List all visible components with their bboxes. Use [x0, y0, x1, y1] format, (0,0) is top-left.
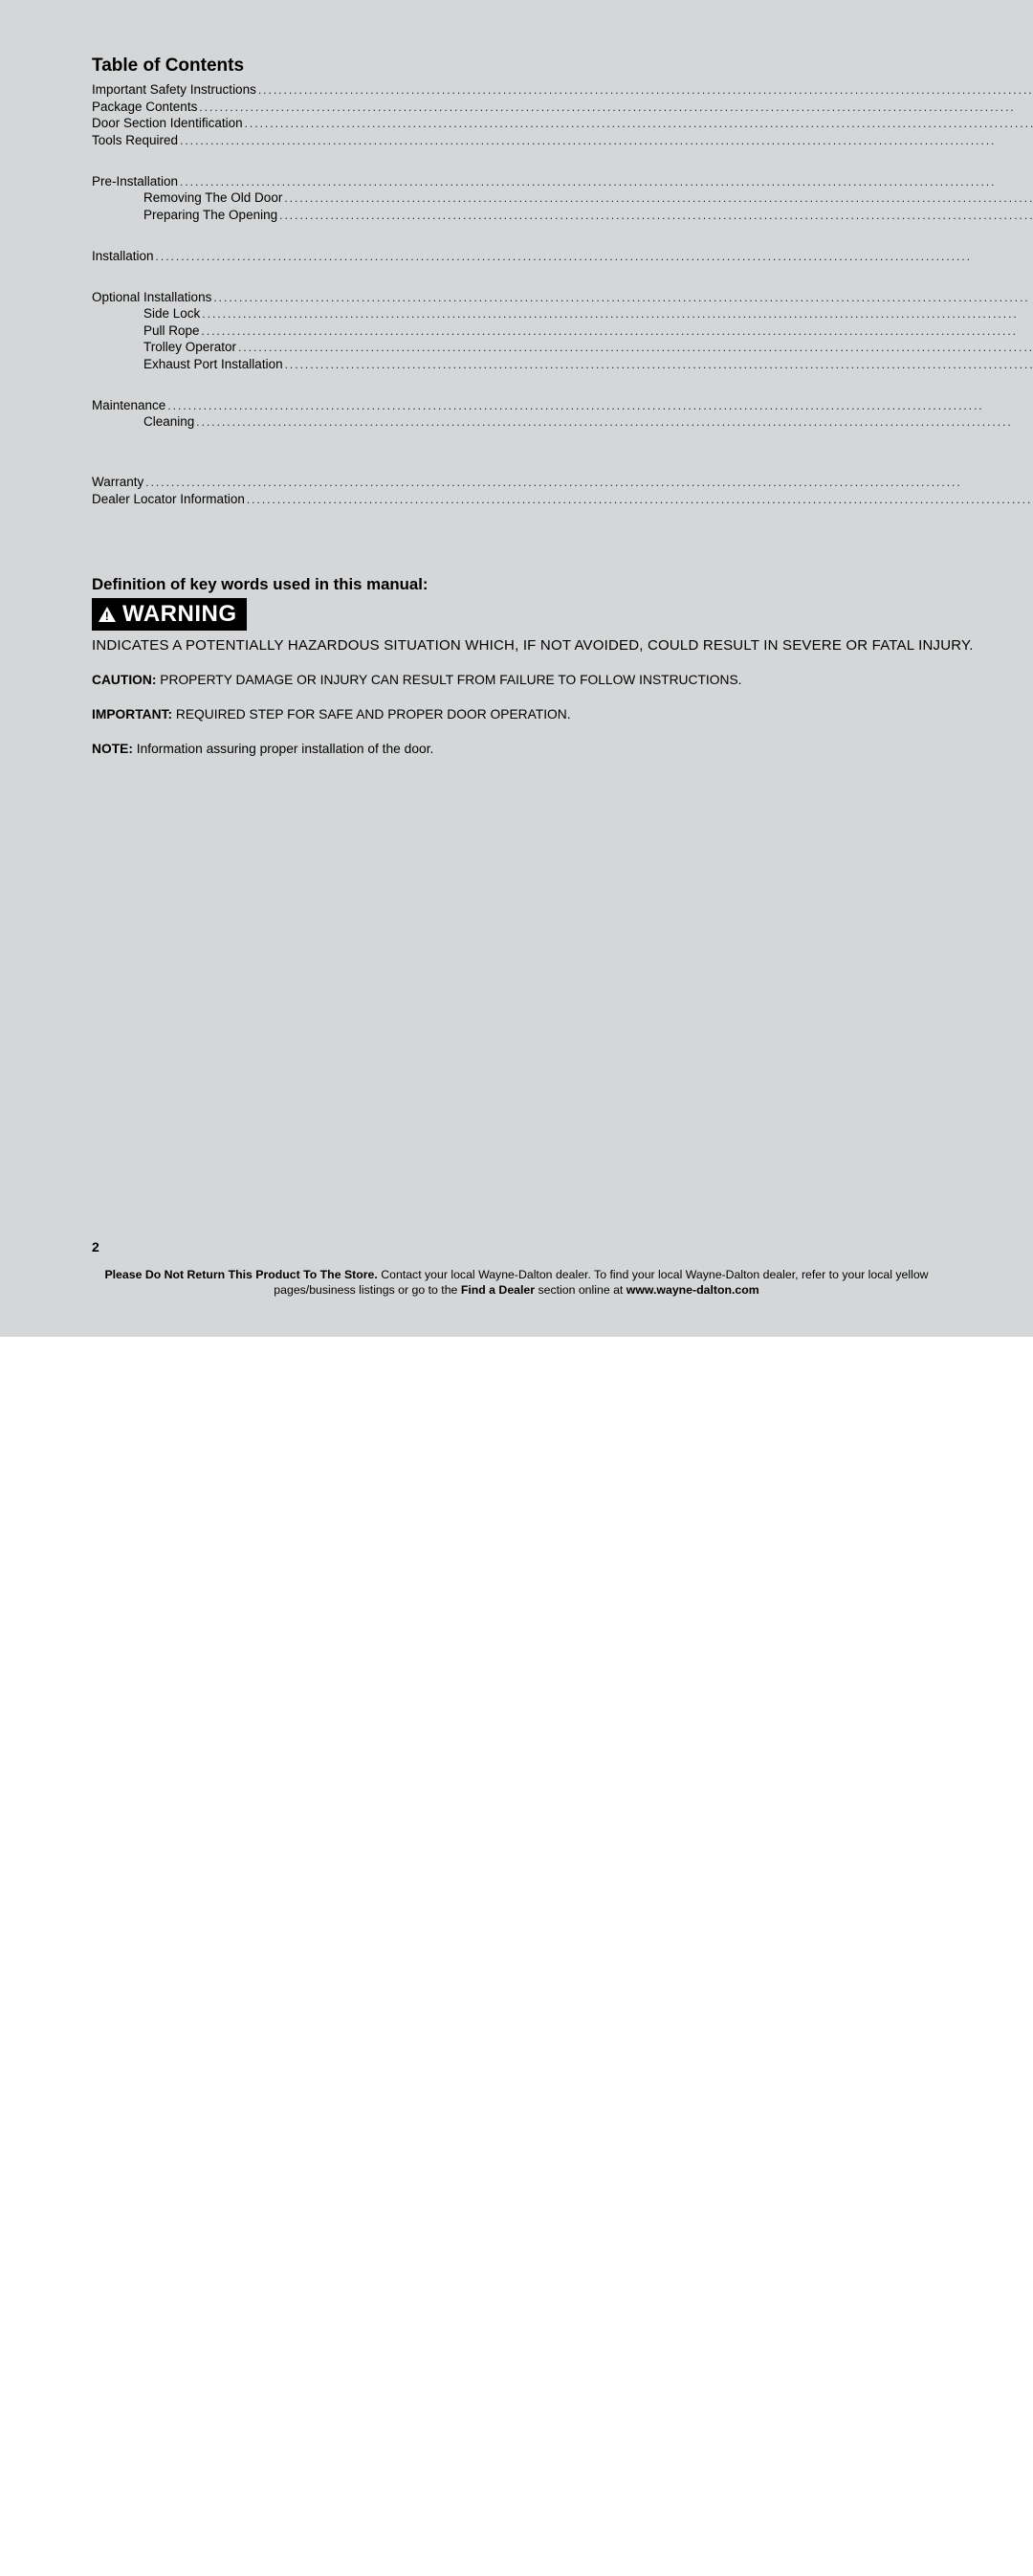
- toc-leader-dots: ........................................…: [243, 117, 1033, 130]
- toc-label: Preparing The Opening: [143, 208, 277, 222]
- toc-label: Dealer Locator Information: [92, 492, 245, 506]
- toc-label: Exhaust Port Installation: [143, 357, 283, 371]
- toc-entry: Preparing The Opening...................…: [92, 208, 1033, 222]
- toc-entry: Maintenance.............................…: [92, 398, 1033, 412]
- toc-leader-dots: ........................................…: [154, 250, 1033, 263]
- toc-entry: Cleaning................................…: [92, 414, 1033, 429]
- toc-leader-dots: ........................................…: [200, 307, 1033, 321]
- left-column: Table of Contents Important Safety Instr…: [92, 56, 1033, 2576]
- document-page: Table of Contents Important Safety Instr…: [0, 0, 1033, 1337]
- toc-leader-dots: ........................................…: [282, 191, 1033, 205]
- warning-badge-text: WARNING: [122, 601, 237, 628]
- two-column-layout: Table of Contents Important Safety Instr…: [92, 56, 958, 2576]
- toc-leader-dots: ........................................…: [194, 415, 1033, 429]
- toc-entry: Door Section Identification.............…: [92, 116, 1033, 130]
- note-definition: NOTE: Information assuring proper instal…: [92, 741, 1033, 758]
- toc-label: Removing The Old Door: [143, 190, 282, 205]
- toc-entry: Installation............................…: [92, 249, 1033, 263]
- toc-label: Tools Required: [92, 133, 178, 147]
- toc-leader-dots: ........................................…: [200, 324, 1033, 338]
- toc-entry: Removing The Old Door...................…: [92, 190, 1033, 205]
- table-of-contents: Important Safety Instructions...........…: [92, 82, 1033, 506]
- toc-label: Door Section Identification: [92, 116, 243, 130]
- important-definition: IMPORTANT: REQUIRED STEP FOR SAFE AND PR…: [92, 706, 1033, 723]
- toc-entry: Pull Rope...............................…: [92, 323, 1033, 338]
- toc-label: Maintenance: [92, 398, 165, 412]
- svg-text:!: !: [105, 610, 110, 623]
- toc-entry: Important Safety Instructions...........…: [92, 82, 1033, 97]
- warning-triangle-icon: !: [98, 606, 117, 623]
- toc-leader-dots: ........................................…: [178, 134, 1033, 147]
- toc-entry: Pre-Installation........................…: [92, 174, 1033, 189]
- toc-label: Optional Installations: [92, 290, 211, 304]
- toc-entry: Package Contents........................…: [92, 100, 1033, 114]
- warning-definition: INDICATES A POTENTIALLY HAZARDOUS SITUAT…: [92, 636, 1033, 655]
- toc-leader-dots: ........................................…: [277, 209, 1033, 222]
- caution-definition: CAUTION: PROPERTY DAMAGE OR INJURY CAN R…: [92, 672, 1033, 689]
- toc-label: Warranty: [92, 475, 143, 489]
- toc-leader-dots: ........................................…: [256, 83, 1033, 97]
- toc-label: Cleaning: [143, 414, 194, 429]
- toc-leader-dots: ........................................…: [283, 358, 1033, 371]
- toc-label: Important Safety Instructions: [92, 82, 256, 97]
- toc-entry: Optional Installations..................…: [92, 290, 1033, 304]
- toc-entry: Exhaust Port Installation...............…: [92, 357, 1033, 371]
- toc-label: Installation: [92, 249, 154, 263]
- toc-leader-dots: ........................................…: [165, 399, 1033, 412]
- warning-badge: ! WARNING: [92, 598, 247, 631]
- toc-label: Side Lock: [143, 306, 200, 321]
- toc-label: Pull Rope: [143, 323, 200, 338]
- toc-leader-dots: ........................................…: [211, 291, 1033, 304]
- toc-leader-dots: ........................................…: [197, 100, 1033, 114]
- toc-leader-dots: ........................................…: [245, 493, 1033, 506]
- toc-leader-dots: ........................................…: [143, 476, 1033, 489]
- toc-leader-dots: ........................................…: [178, 175, 1033, 189]
- toc-entry: Dealer Locator Information..............…: [92, 492, 1033, 506]
- toc-entry: Trolley Operator........................…: [92, 340, 1033, 354]
- toc-entry: Warranty................................…: [92, 475, 1033, 489]
- toc-entry: Tools Required..........................…: [92, 133, 1033, 147]
- toc-leader-dots: ........................................…: [236, 341, 1033, 354]
- toc-entry: Side Lock...............................…: [92, 306, 1033, 321]
- toc-label: Pre-Installation: [92, 174, 178, 189]
- toc-label: Trolley Operator: [143, 340, 236, 354]
- page-number: 2: [92, 1239, 99, 1255]
- toc-label: Package Contents: [92, 100, 197, 114]
- toc-heading: Table of Contents: [92, 56, 1033, 77]
- definitions-heading: Definition of key words used in this man…: [92, 575, 1033, 594]
- footer-text: Please Do Not Return This Product To The…: [0, 1267, 1033, 1299]
